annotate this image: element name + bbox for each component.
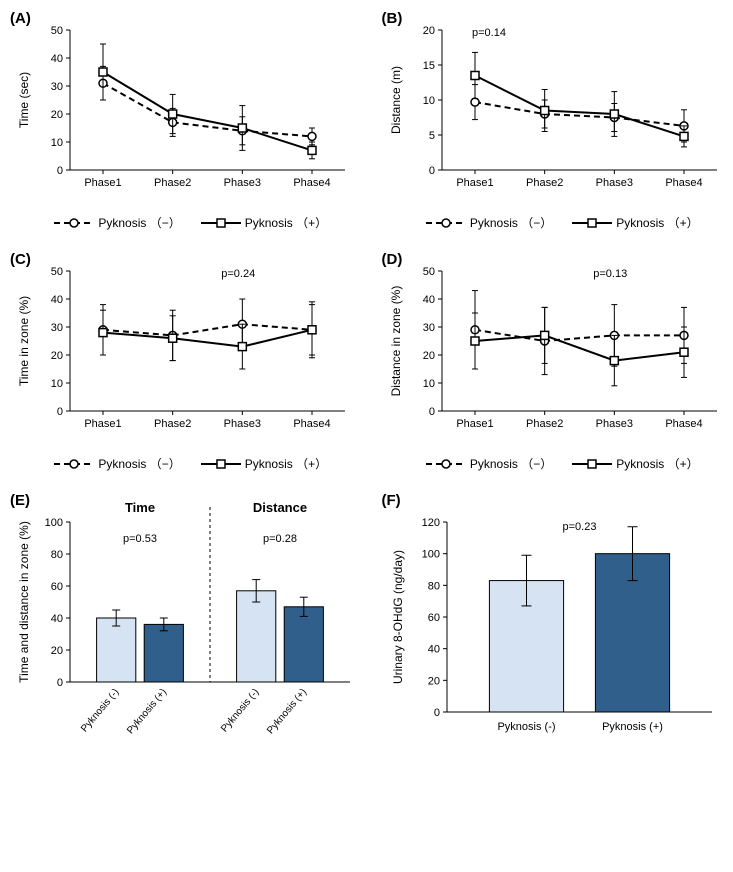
legend-neg-label: Pyknosis （−）	[98, 214, 180, 231]
svg-text:Phase1: Phase1	[456, 418, 493, 430]
legend-D: Pyknosis （−） Pyknosis （+）	[382, 455, 733, 472]
panel-F: (F) 0 20 40 60 80 100 120 Urinary 8-OHdG (ng/da…	[382, 492, 733, 762]
svg-text:10: 10	[422, 95, 434, 107]
svg-text:Phase2: Phase2	[526, 177, 563, 189]
svg-text:20: 20	[422, 25, 434, 37]
svg-text:Distance in zone (%): Distance in zone (%)	[389, 286, 403, 397]
svg-text:Phase3: Phase3	[595, 177, 632, 189]
svg-text:80: 80	[427, 580, 439, 592]
panel-label-D: (D)	[382, 251, 403, 268]
chart-C: 0 10 20 30 40 50 Phase1 Phase2 Phase3 Phase4 Time …	[10, 251, 360, 451]
legend-neg: Pyknosis （−）	[54, 214, 180, 231]
svg-text:p=0.13: p=0.13	[593, 268, 627, 280]
svg-text:10: 10	[51, 137, 63, 149]
svg-text:Distance (m): Distance (m)	[389, 66, 403, 134]
svg-text:40: 40	[51, 613, 63, 625]
svg-text:p=0.24: p=0.24	[221, 268, 255, 280]
svg-text:0: 0	[428, 165, 434, 177]
svg-text:Time: Time	[125, 500, 155, 515]
svg-text:120: 120	[421, 517, 439, 529]
svg-text:Pyknosis (+): Pyknosis (+)	[265, 687, 309, 736]
svg-text:Time (sec): Time (sec)	[17, 72, 31, 128]
svg-text:20: 20	[51, 645, 63, 657]
svg-text:Phase2: Phase2	[154, 418, 191, 430]
svg-text:60: 60	[51, 581, 63, 593]
svg-text:p=0.53: p=0.53	[123, 533, 157, 545]
svg-text:15: 15	[422, 60, 434, 72]
svg-text:Phase1: Phase1	[84, 418, 121, 430]
svg-text:Time in zone (%): Time in zone (%)	[17, 296, 31, 386]
panel-label-A: (A)	[10, 10, 31, 27]
svg-text:50: 50	[51, 25, 63, 37]
legend-pos-label: Pyknosis （+）	[245, 214, 327, 231]
svg-text:50: 50	[51, 266, 63, 278]
svg-text:40: 40	[422, 294, 434, 306]
svg-text:40: 40	[51, 294, 63, 306]
svg-text:Phase4: Phase4	[665, 177, 702, 189]
svg-text:40: 40	[51, 53, 63, 65]
svg-text:p=0.14: p=0.14	[472, 27, 506, 39]
svg-text:0: 0	[57, 677, 63, 689]
svg-text:Pyknosis (-): Pyknosis (-)	[497, 721, 555, 733]
svg-text:10: 10	[422, 378, 434, 390]
chart-F: 0 20 40 60 80 100 120 Urinary 8-OHdG (ng/day) p=…	[382, 492, 732, 762]
panel-E: (E) 0 20 40 60 80 100 Time and distance in zon…	[10, 492, 372, 762]
legend-C: Pyknosis （−） Pyknosis （+）	[10, 455, 372, 472]
panel-A: (A) 0 10 20 30 40 50 Phase1 Phase2 Phase3 Phase4 T…	[10, 10, 372, 231]
svg-text:p=0.28: p=0.28	[263, 533, 297, 545]
svg-text:Phase3: Phase3	[224, 177, 261, 189]
svg-text:Phase4: Phase4	[293, 177, 330, 189]
panel-C: (C) 0 10 20 30 40 50 Phase1 Phase2 Phase3 Phase4 T…	[10, 251, 372, 472]
svg-text:Phase1: Phase1	[456, 177, 493, 189]
svg-text:Pyknosis (-): Pyknosis (-)	[79, 687, 121, 735]
svg-text:Distance: Distance	[253, 500, 307, 515]
legend-A: Pyknosis （−） Pyknosis （+）	[10, 214, 372, 231]
svg-text:Urinary 8-OHdG (ng/day): Urinary 8-OHdG (ng/day)	[391, 550, 405, 684]
chart-D: 0 10 20 30 40 50 Phase1 Phase2 Phase3 Phase4 Dista…	[382, 251, 732, 451]
svg-text:Phase3: Phase3	[595, 418, 632, 430]
svg-text:Phase3: Phase3	[224, 418, 261, 430]
panel-label-F: (F)	[382, 492, 401, 509]
panel-label-B: (B)	[382, 10, 403, 27]
svg-text:p=0.23: p=0.23	[562, 521, 596, 533]
svg-text:80: 80	[51, 549, 63, 561]
svg-text:Pyknosis (+): Pyknosis (+)	[602, 721, 663, 733]
svg-text:50: 50	[422, 266, 434, 278]
panel-B: (B) 0 5 10 15 20 Phase1 Phase2 Phase3 Phase4 Dist…	[382, 10, 733, 231]
svg-text:10: 10	[51, 378, 63, 390]
figure-grid: (A) 01020304050Phase1Phase2Phase3Phase4T…	[10, 10, 733, 762]
svg-text:0: 0	[57, 165, 63, 177]
svg-text:Phase4: Phase4	[665, 418, 702, 430]
svg-text:Phase4: Phase4	[293, 418, 330, 430]
chart-A: 0 10 20 30 40 50 Phase1 Phase2 Phase3 Phase4 Time …	[10, 10, 360, 210]
svg-text:30: 30	[51, 322, 63, 334]
svg-text:Time and distance in zone (%): Time and distance in zone (%)	[17, 521, 31, 683]
svg-text:100: 100	[45, 517, 63, 529]
svg-text:Phase2: Phase2	[154, 177, 191, 189]
svg-text:20: 20	[51, 350, 63, 362]
svg-text:Phase1: Phase1	[84, 177, 121, 189]
chart-E: 0 20 40 60 80 100 Time and distance in zone (%…	[10, 492, 360, 762]
svg-text:0: 0	[57, 406, 63, 418]
svg-text:Pyknosis (-): Pyknosis (-)	[219, 687, 261, 735]
panel-D: (D) 0 10 20 30 40 50 Phase1 Phase2 Phase3 Phase4 D…	[382, 251, 733, 472]
svg-text:0: 0	[433, 707, 439, 719]
svg-text:5: 5	[428, 130, 434, 142]
svg-text:100: 100	[421, 549, 439, 561]
svg-text:20: 20	[51, 109, 63, 121]
svg-text:60: 60	[427, 612, 439, 624]
svg-text:Phase2: Phase2	[526, 418, 563, 430]
svg-text:0: 0	[428, 406, 434, 418]
panel-label-C: (C)	[10, 251, 31, 268]
svg-text:40: 40	[427, 644, 439, 656]
svg-text:30: 30	[422, 322, 434, 334]
chart-B: 0 5 10 15 20 Phase1 Phase2 Phase3 Phase4 Distance…	[382, 10, 732, 210]
svg-text:20: 20	[422, 350, 434, 362]
svg-text:30: 30	[51, 81, 63, 93]
legend-B: Pyknosis （−） Pyknosis （+）	[382, 214, 733, 231]
svg-text:20: 20	[427, 675, 439, 687]
svg-text:Pyknosis (+): Pyknosis (+)	[125, 687, 169, 736]
legend-pos: Pyknosis （+）	[201, 214, 327, 231]
panel-label-E: (E)	[10, 492, 30, 509]
